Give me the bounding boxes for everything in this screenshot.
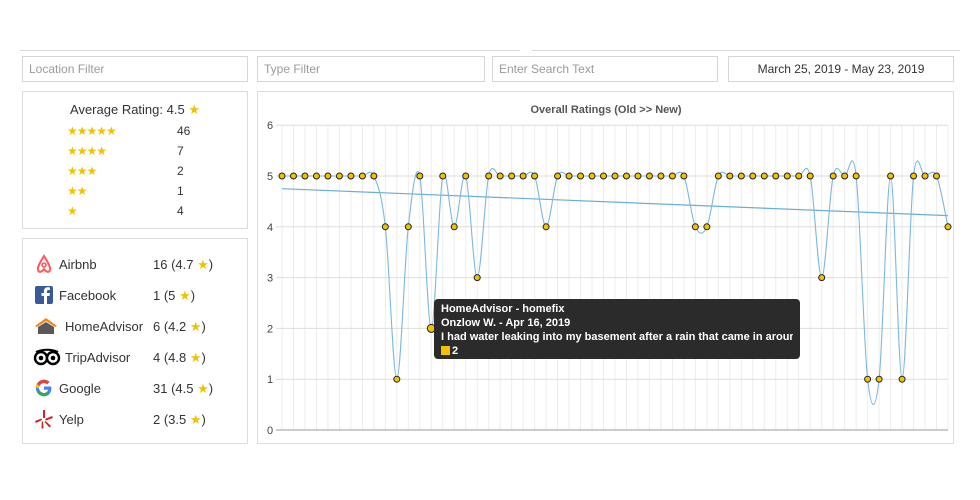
rating-breakdown-row: ★★★ 2 [67, 164, 217, 182]
source-row-facebook[interactable]: Facebook 1 (5 ★) [33, 284, 233, 310]
chart-panel [257, 91, 954, 444]
rating-count: 46 [177, 124, 191, 138]
source-row-homeadvisor[interactable]: HomeAdvisor 6 (4.2 ★) [33, 315, 233, 341]
rating-stars: ★★★★★ [67, 124, 117, 138]
google-icon [33, 377, 55, 399]
homeadvisor-icon [33, 315, 57, 337]
average-rating-label: Average Rating: 4.5 [70, 102, 185, 117]
rating-count: 1 [177, 184, 184, 198]
star-icon: ★ [189, 412, 202, 427]
rating-count: 2 [177, 164, 184, 178]
star-icon: ★ [197, 381, 209, 396]
tooltip-author-date: Onzlow W. - Apr 16, 2019 [441, 317, 571, 329]
source-name: Yelp [59, 412, 84, 427]
chart-title: Overall Ratings (Old >> New) [530, 104, 682, 116]
source-name: TripAdvisor [65, 350, 131, 365]
search-input[interactable] [492, 56, 718, 82]
type-filter-input[interactable] [257, 56, 485, 82]
airbnb-icon [33, 253, 55, 275]
rating-stars: ★★ [67, 184, 87, 198]
rating-breakdown-row: ★★★★ 7 [67, 144, 217, 162]
tooltip-excerpt: I had water leaking into my basement aft… [441, 331, 793, 343]
sources-panel: Airbnb 16 (4.7 ★) Facebook 1 (5 ★) HomeAdvis… [22, 238, 248, 444]
rating-count: 7 [177, 144, 184, 158]
source-row-airbnb[interactable]: Airbnb 16 (4.7 ★) [33, 253, 233, 279]
tripadvisor-icon [33, 346, 61, 368]
rating-breakdown-row: ★ 4 [67, 204, 217, 222]
rating-stars: ★ [67, 204, 78, 218]
rating-count: 4 [177, 204, 184, 218]
tooltip-source: HomeAdvisor - homefix [441, 303, 565, 315]
source-row-yelp[interactable]: Yelp 2 (3.5 ★) [33, 408, 233, 434]
source-row-tripadvisor[interactable]: TripAdvisor 4 (4.8 ★) [33, 346, 233, 372]
rating-stars: ★★★ [67, 164, 97, 178]
date-range-picker[interactable]: March 25, 2019 - May 23, 2019 [728, 56, 954, 82]
star-icon: ★ [179, 288, 191, 303]
rating-breakdown-row: ★★★★★ 46 [67, 124, 217, 142]
source-name: Google [59, 381, 101, 396]
chart-tooltip: HomeAdvisor - homefix Onzlow W. - Apr 16… [434, 299, 800, 359]
yelp-icon [33, 408, 55, 430]
star-icon: ★ [189, 350, 202, 365]
date-range-text: March 25, 2019 - May 23, 2019 [757, 62, 925, 76]
tooltip-value: 2 [452, 345, 459, 357]
average-rating-title: Average Rating: 4.5 ★ [23, 102, 247, 118]
location-filter-input[interactable] [22, 56, 248, 82]
rating-stars: ★★★★ [67, 144, 107, 158]
source-value: 16 (4.7 ★) [153, 257, 214, 272]
source-value: 31 (4.5 ★) [153, 381, 214, 396]
facebook-icon [33, 284, 55, 306]
source-name: HomeAdvisor [65, 319, 144, 334]
star-icon: ★ [197, 257, 209, 272]
average-rating-panel: Average Rating: 4.5 ★ ★★★★★ 46 ★★★★ 7 ★★★ 2 ★★… [22, 91, 248, 229]
star-icon: ★ [188, 102, 200, 117]
rating-breakdown-row: ★★ 1 [67, 184, 217, 202]
source-value: 1 (5 ★) [153, 288, 196, 303]
source-value: 6 (4.2 ★) [153, 319, 206, 334]
source-value: 2 (3.5 ★) [153, 412, 206, 427]
source-row-google[interactable]: Google 31 (4.5 ★) [33, 377, 233, 403]
star-icon: ★ [189, 319, 202, 334]
source-value: 4 (4.8 ★) [153, 350, 206, 365]
source-name: Facebook [59, 288, 117, 303]
top-divider-left [20, 50, 520, 51]
tooltip-swatch [441, 346, 450, 355]
top-divider-right [532, 50, 960, 51]
source-name: Airbnb [59, 257, 97, 272]
